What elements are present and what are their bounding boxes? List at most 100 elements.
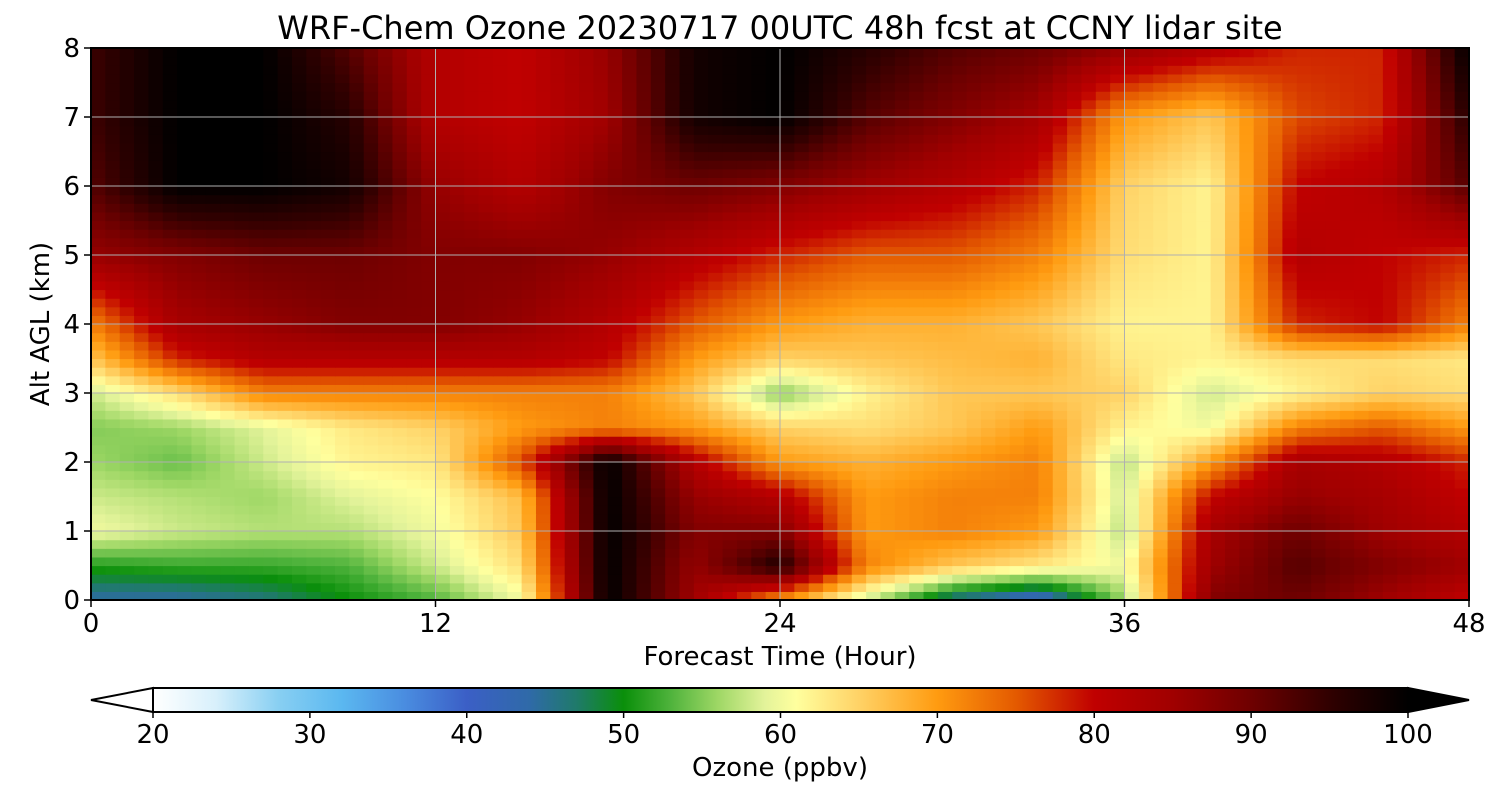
heatmap-cell: [679, 315, 695, 325]
heatmap-cell: [1081, 548, 1097, 558]
heatmap-cell: [751, 591, 767, 600]
heatmap-cell: [291, 298, 307, 308]
heatmap-cell: [234, 349, 250, 360]
heatmap-cell: [1052, 565, 1068, 575]
heatmap-cell: [880, 160, 896, 170]
heatmap-cell: [1440, 505, 1456, 515]
heatmap-cell: [837, 574, 853, 584]
heatmap-cell: [622, 418, 638, 429]
heatmap-cell: [966, 531, 982, 541]
heatmap-cell: [909, 324, 925, 334]
heatmap-cell: [622, 298, 638, 308]
heatmap-cell: [1224, 418, 1240, 429]
heatmap-cell: [952, 280, 968, 291]
heatmap-cell: [636, 237, 652, 247]
heatmap-cell: [1239, 358, 1255, 368]
heatmap-cell: [679, 255, 695, 265]
heatmap-cell: [1368, 306, 1384, 316]
heatmap-cell: [851, 349, 867, 360]
heatmap-cell: [980, 565, 996, 575]
heatmap-cell: [909, 272, 925, 282]
heatmap-cell: [995, 393, 1011, 403]
heatmap-cell: [1282, 324, 1298, 334]
heatmap-cell: [622, 211, 638, 222]
heatmap-cell: [349, 505, 365, 515]
heatmap-cell: [894, 358, 910, 368]
heatmap-cell: [837, 513, 853, 523]
heatmap-cell: [105, 237, 121, 247]
heatmap-cell: [1239, 505, 1255, 515]
heatmap-cell: [851, 324, 867, 334]
heatmap-cell: [234, 462, 250, 472]
heatmap-cell: [1196, 384, 1212, 394]
heatmap-cell: [435, 522, 451, 532]
heatmap-cell: [622, 229, 638, 239]
heatmap-cell: [837, 367, 853, 377]
heatmap-cell: [708, 324, 724, 334]
heatmap-cell: [1181, 255, 1197, 265]
heatmap-cell: [191, 272, 207, 282]
heatmap-cell: [1038, 384, 1054, 394]
heatmap-cell: [220, 436, 236, 446]
heatmap-cell: [923, 401, 939, 411]
heatmap-cell: [1153, 384, 1169, 394]
heatmap-cell: [1024, 306, 1039, 316]
heatmap-cell: [406, 289, 422, 299]
heatmap-cell: [1024, 384, 1039, 394]
heatmap-cell: [1095, 375, 1111, 385]
heatmap-cell: [148, 160, 164, 170]
heatmap-cell: [808, 358, 824, 368]
heatmap-cell: [263, 289, 279, 299]
heatmap-cell: [248, 496, 264, 506]
heatmap-cell: [191, 151, 207, 161]
heatmap-cell: [794, 237, 810, 247]
heatmap-cell: [622, 393, 638, 403]
heatmap-cell: [722, 591, 738, 600]
heatmap-cell: [1382, 306, 1398, 316]
heatmap-cell: [1354, 367, 1370, 377]
heatmap-cell: [1138, 272, 1154, 282]
heatmap-cell: [1425, 393, 1441, 403]
heatmap-cell: [765, 168, 781, 178]
heatmap-cell: [823, 160, 839, 170]
heatmap-cell: [636, 548, 652, 558]
heatmap-cell: [1009, 237, 1025, 247]
heatmap-cell: [1253, 272, 1269, 282]
heatmap-cell: [1167, 582, 1183, 592]
heatmap-cell: [119, 315, 135, 325]
heatmap-cell: [1038, 487, 1054, 498]
heatmap-cell: [923, 229, 939, 239]
heatmap-cell: [607, 349, 623, 360]
heatmap-cell: [162, 410, 178, 420]
heatmap-cell: [593, 289, 609, 299]
heatmap-cell: [622, 246, 638, 256]
heatmap-cell: [392, 591, 408, 600]
heatmap-cell: [205, 298, 221, 308]
heatmap-cell: [693, 289, 709, 299]
heatmap-cell: [105, 375, 121, 385]
heatmap-cell: [1181, 462, 1197, 472]
heatmap-cell: [622, 272, 638, 282]
heatmap-cell: [263, 298, 279, 308]
heatmap-cell: [1239, 160, 1255, 170]
heatmap-cell: [162, 453, 178, 463]
heatmap-cell: [1382, 272, 1398, 282]
heatmap-cell: [277, 177, 293, 187]
heatmap-cell: [349, 151, 365, 161]
heatmap-cell: [607, 418, 623, 429]
heatmap-cell: [1052, 375, 1068, 385]
heatmap-cell: [1440, 418, 1456, 429]
heatmap-cell: [1196, 496, 1212, 506]
heatmap-cell: [205, 505, 221, 515]
heatmap-cell: [894, 582, 910, 592]
heatmap-cell: [449, 160, 465, 170]
heatmap-cell: [765, 211, 781, 222]
heatmap-cell: [650, 168, 666, 178]
heatmap-cell: [263, 444, 279, 454]
heatmap-cell: [1253, 444, 1269, 454]
heatmap-cell: [220, 349, 236, 360]
heatmap-cell: [894, 315, 910, 325]
heatmap-cell: [894, 393, 910, 403]
heatmap-cell: [392, 436, 408, 446]
heatmap-cell: [736, 574, 752, 584]
